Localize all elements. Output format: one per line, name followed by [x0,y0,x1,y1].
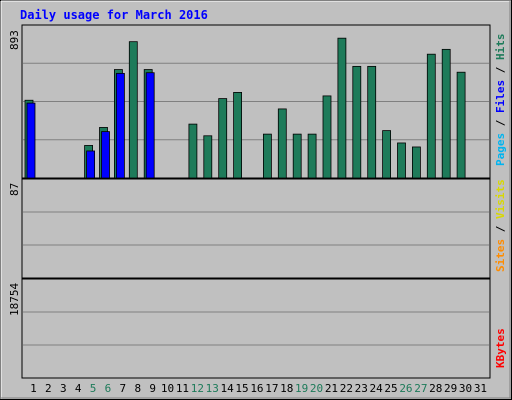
scale-label-kbytes: 18754 [8,283,21,316]
bar-hits [382,130,392,179]
x-tick-label: 12 [191,382,204,395]
x-tick-label: 18 [280,382,293,395]
x-tick-label: 1 [30,382,37,395]
bar-hits [322,95,332,179]
panel-kbytes-bg [21,278,491,379]
x-tick-label: 6 [105,382,112,395]
bar-hits [441,48,451,179]
x-tick-label: 11 [176,382,189,395]
x-tick-label: 21 [325,382,338,395]
bar-files [26,102,36,179]
x-tick-label: 5 [90,382,97,395]
bar-hits [188,123,198,179]
x-tick-label: 8 [134,382,141,395]
chart-title: Daily usage for March 2016 [20,8,208,22]
legend-sep-3: / [494,219,507,239]
legend-pages: Pages [494,133,507,166]
bar-hits [203,135,213,179]
bar-hits [292,133,302,179]
x-tick-label: 15 [235,382,248,395]
x-tick-label: 17 [265,382,278,395]
x-tick-label: 10 [161,382,174,395]
scale-label-visits: 87 [8,183,21,196]
bar-hits [128,41,138,179]
bar-hits [352,65,362,179]
bar-hits [262,133,272,179]
x-tick-label: 2 [45,382,52,395]
x-tick-label: 25 [384,382,397,395]
bar-files [101,131,110,179]
panel-kbytes [21,278,491,379]
legend-text-kb: KBytes [494,328,507,368]
bar-hits [307,133,317,179]
x-tick-label: 23 [355,382,368,395]
bar-files [145,72,155,179]
x-tick-label: 28 [429,382,442,395]
bar-hits [277,108,287,179]
legend-text-hfp: Pages / Files / Hits [494,34,507,167]
bar-hits [218,98,228,179]
panel-visits-bg [21,178,491,279]
x-tick-label: 13 [206,382,219,395]
x-tick-label: 9 [149,382,156,395]
x-tick-label: 20 [310,382,323,395]
legend-hits: Hits [494,34,507,61]
bar-hits [456,71,466,179]
x-tick-label: 26 [399,382,412,395]
legend-hits-files-pages: Pages / Files / Hits [494,34,507,167]
bar-hits [426,53,436,179]
bar-hits [397,142,406,179]
panel-visits-sites [21,178,491,279]
x-tick-label: 14 [221,382,235,395]
legend-visits: Visits [494,179,507,219]
legend-text-vs: Sites / Visits [494,179,507,272]
x-tick-label: 19 [295,382,308,395]
bar-files [116,72,125,179]
x-tick-label: 24 [370,382,384,395]
bar-files [86,150,95,179]
x-tick-label: 27 [414,382,427,395]
x-tick-label: 29 [444,382,457,395]
bar-hits [337,37,347,179]
legend-sep-2: / [494,60,507,80]
legend-visits-sites: Sites / Visits [494,179,507,272]
x-axis-labels: 1 2 3 4 5 6 7 8 9 10 11 12 13 14 15 16 17 18 19 20 21 22 23 24 2… [30,382,487,395]
scale-label-hits: 893 [8,30,21,50]
x-tick-label: 31 [474,382,487,395]
bar-hits [411,146,421,179]
legend-kbytes: KBytes [494,328,507,368]
legend-files: Files [494,80,507,113]
x-tick-label: 22 [340,382,353,395]
x-tick-label: 30 [459,382,472,395]
x-tick-label: 4 [75,382,82,395]
legend-sites: Sites [494,239,507,272]
x-tick-label: 3 [60,382,67,395]
bar-hits [233,92,243,179]
legend-sep-1: / [494,113,507,133]
x-tick-label: 16 [250,382,263,395]
x-tick-label: 7 [120,382,127,395]
bars-layer [23,37,489,346]
bar-hits [367,65,377,179]
